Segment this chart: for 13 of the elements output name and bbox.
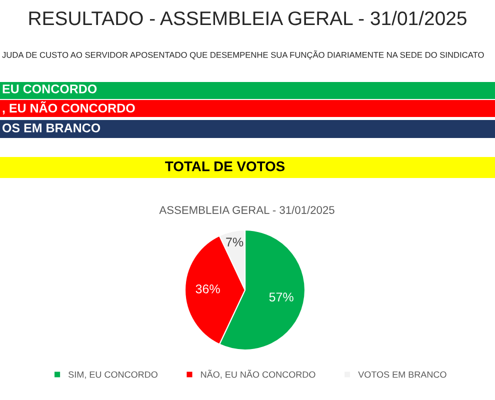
text: , EU NÃO CONCORDO bbox=[2, 101, 135, 114]
data-label: 36% bbox=[196, 284, 220, 294]
data-label: 57% bbox=[269, 292, 294, 302]
chart-subtitle: ASSEMBLEIA GERAL - 31/01/2025 bbox=[159, 206, 334, 214]
data-label: 7% bbox=[226, 238, 244, 246]
text: JUDA DE CUSTO AO SERVIDOR APOSENTADO QUE DESEMPENHE SUA FUNÇÃO DIARIAMENTE NA SEDE DO SINDICATO bbox=[2, 50, 484, 60]
text: EU CONCORDO bbox=[2, 84, 97, 94]
legend-label: SIM, EU CONCORDO bbox=[68, 371, 158, 379]
legend-label: VOTOS EM BRANCO bbox=[358, 371, 446, 378]
legend-label: NÃO, EU NÃO CONCORDO bbox=[201, 370, 316, 379]
text: TOTAL DE VOTOS bbox=[165, 161, 285, 172]
chart-title: RESULTADO - ASSEMBLEIA GERAL - 31/01/2025 bbox=[29, 10, 466, 26]
text: OS EM BRANCO bbox=[2, 124, 100, 132]
